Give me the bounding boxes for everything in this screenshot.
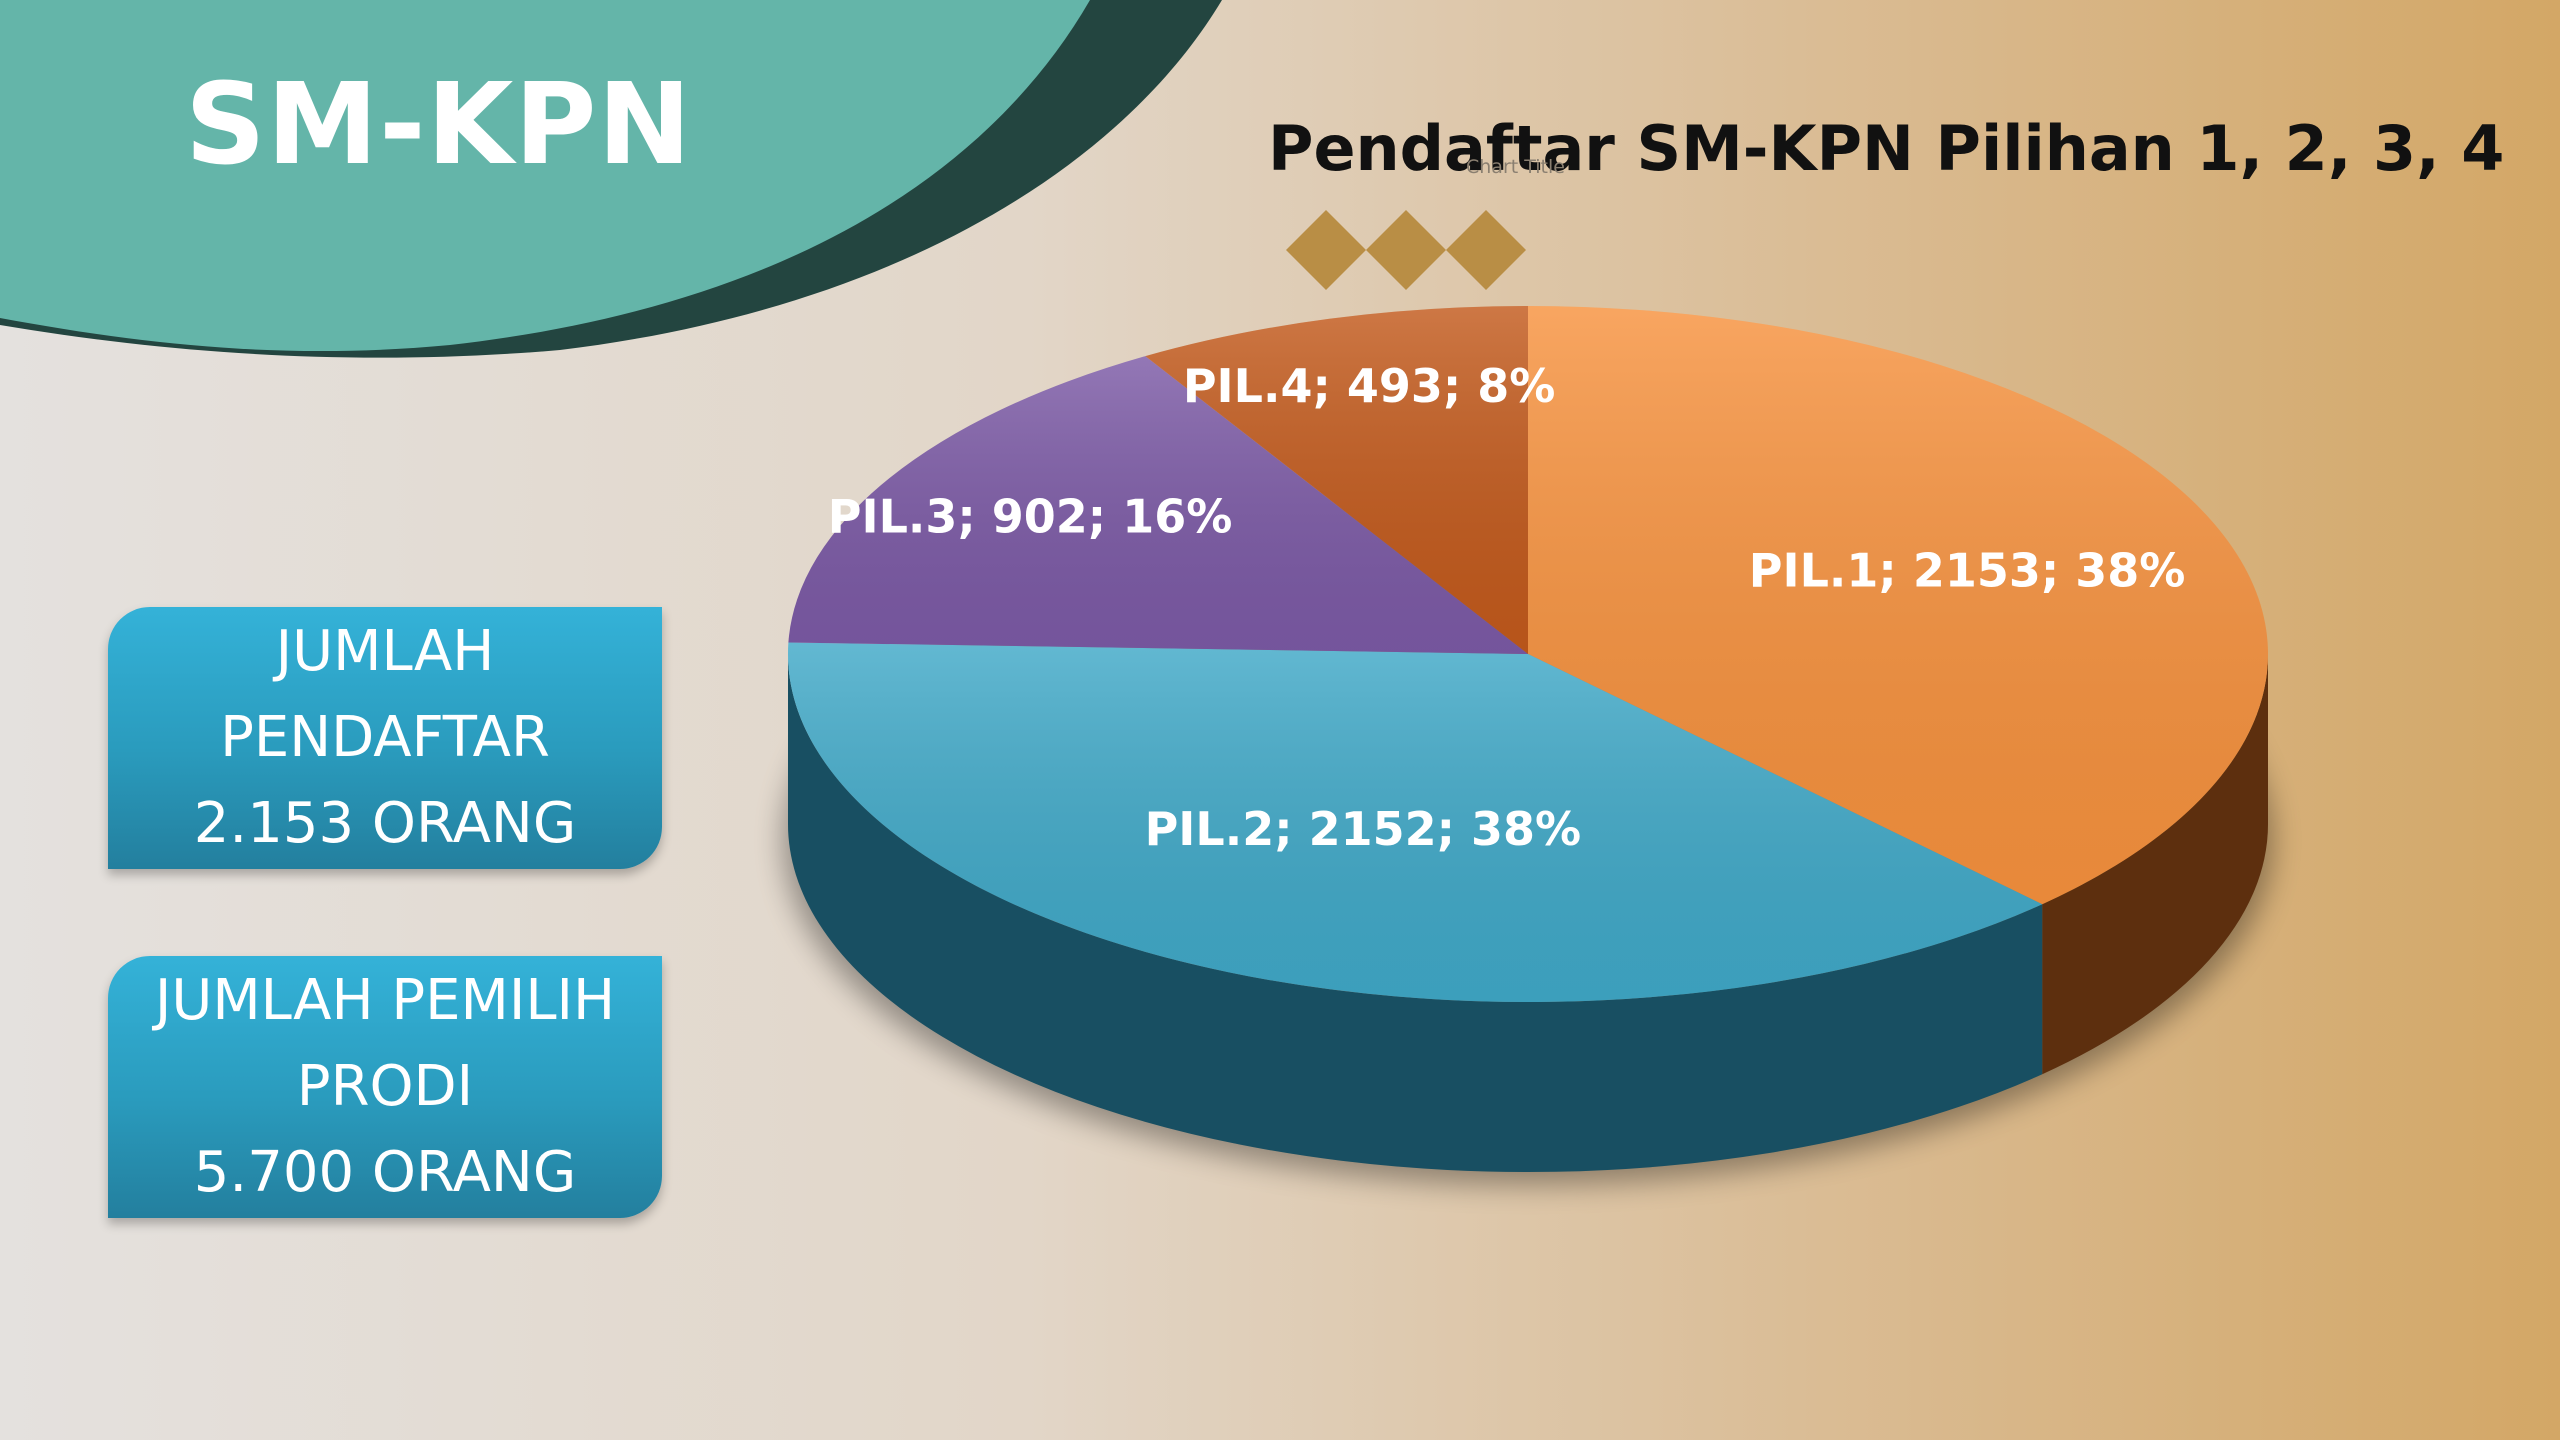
pie-label-pil1: PIL.1; 2153; 38% bbox=[1749, 544, 2186, 598]
pie-label-pil2: PIL.2; 2152; 38% bbox=[1145, 802, 1582, 856]
pie-label-pil4: PIL.4; 493; 8% bbox=[1183, 359, 1556, 413]
pie-label-pil3: PIL.3; 902; 16% bbox=[828, 490, 1233, 544]
